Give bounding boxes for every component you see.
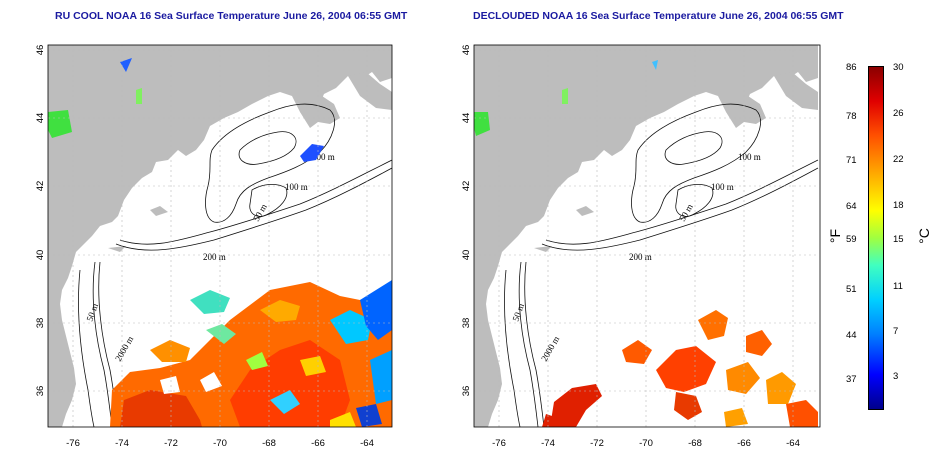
fahrenheit-unit: °F <box>827 228 844 244</box>
svg-text:38: 38 <box>461 318 472 329</box>
latitude-axis: 46 44 42 40 38 36 <box>461 45 472 397</box>
map-frame <box>47 44 393 428</box>
svg-text:42: 42 <box>461 181 472 192</box>
svg-text:44: 44 <box>35 113 46 124</box>
contour-label: 100 m <box>711 182 734 192</box>
land-mass <box>48 45 392 427</box>
long-island <box>108 246 126 252</box>
land-mass <box>474 45 818 427</box>
svg-text:38: 38 <box>35 318 46 329</box>
cape-cod <box>576 206 594 216</box>
cape-breton <box>348 72 392 110</box>
long-island <box>534 246 552 252</box>
svg-text:44: 44 <box>461 113 472 124</box>
svg-text:36: 36 <box>461 386 472 397</box>
svg-text:40: 40 <box>35 250 46 261</box>
svg-text:46: 46 <box>461 45 472 56</box>
left-sst-map[interactable]: 100 m 100 m 50 m 200 m 50 m 2000 m <box>0 0 400 475</box>
sst-data-right <box>474 60 818 427</box>
contour-label: 100 m <box>738 152 761 162</box>
celsius-unit: °C <box>915 228 932 244</box>
grid-lines <box>48 45 392 427</box>
svg-text:46: 46 <box>35 45 46 56</box>
sst-data-left <box>48 58 392 427</box>
contour-label: 200 m <box>629 252 652 262</box>
grid-lines <box>474 45 818 427</box>
bathymetry-contours <box>78 103 392 427</box>
svg-text:-76: -76 <box>66 438 80 449</box>
svg-text:-66: -66 <box>737 438 751 449</box>
svg-text:-64: -64 <box>360 438 374 449</box>
right-map-title: DECLOUDED NOAA 16 Sea Surface Temperatur… <box>473 10 844 22</box>
longitude-axis: -76 -74 -72 -70 -68 -66 -64 <box>66 438 374 449</box>
contour-label: 100 m <box>285 182 308 192</box>
svg-text:-70: -70 <box>213 438 227 449</box>
svg-text:-66: -66 <box>311 438 325 449</box>
svg-text:-68: -68 <box>262 438 276 449</box>
svg-text:36: 36 <box>35 386 46 397</box>
svg-text:-72: -72 <box>590 438 604 449</box>
svg-text:-74: -74 <box>115 438 129 449</box>
map-frame <box>473 44 821 428</box>
contour-label: 100 m <box>312 152 335 162</box>
right-sst-map[interactable]: 100 m 100 m 50 m 200 m 50 m 2000 m <box>0 0 830 475</box>
bathymetry-contours <box>504 103 819 427</box>
svg-text:-76: -76 <box>492 438 506 449</box>
contour-label: 200 m <box>203 252 226 262</box>
longitude-axis: -76 -74 -72 -70 -68 -66 -64 <box>492 438 800 449</box>
svg-text:-70: -70 <box>639 438 653 449</box>
svg-text:-64: -64 <box>786 438 800 449</box>
svg-text:-74: -74 <box>541 438 555 449</box>
svg-text:40: 40 <box>461 250 472 261</box>
svg-text:42: 42 <box>35 181 46 192</box>
svg-text:-72: -72 <box>164 438 178 449</box>
svg-text:-68: -68 <box>688 438 702 449</box>
cape-cod <box>150 206 168 216</box>
left-map-title: RU COOL NOAA 16 Sea Surface Temperature … <box>55 10 408 22</box>
latitude-axis: 46 44 42 40 38 36 <box>35 45 46 397</box>
cape-breton <box>774 72 818 110</box>
colorbar <box>868 66 884 410</box>
